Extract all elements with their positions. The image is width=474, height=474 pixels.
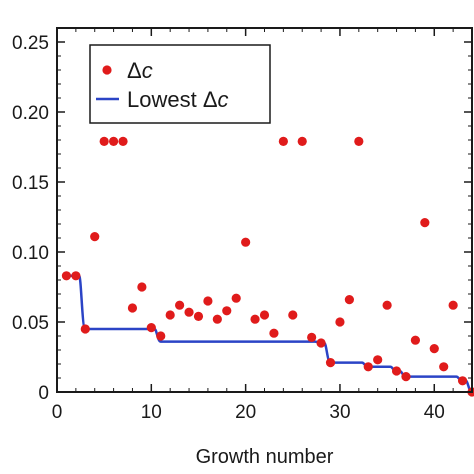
y-tick-label: 0.25 — [12, 33, 49, 54]
data-point — [241, 237, 251, 247]
data-point — [127, 303, 138, 313]
data-point — [391, 366, 402, 376]
data-point — [184, 307, 194, 317]
data-point — [269, 328, 279, 338]
data-point — [137, 282, 147, 292]
data-point — [439, 362, 449, 372]
y-tick-label: 0 — [38, 383, 49, 404]
data-point — [382, 300, 392, 310]
data-point — [325, 358, 336, 368]
y-tick-label: 0.05 — [12, 313, 49, 334]
legend-label: Lowest Δc — [127, 87, 229, 112]
data-point — [146, 323, 156, 333]
legend-marker-dot — [102, 65, 112, 75]
data-point — [250, 314, 260, 324]
data-point — [335, 317, 345, 327]
plot-frame — [56, 27, 473, 393]
legend: Δc Lowest Δc — [89, 44, 271, 124]
data-point — [307, 332, 317, 342]
y-tick-label: 0.15 — [12, 173, 49, 194]
data-point — [354, 136, 364, 146]
data-point — [118, 136, 128, 146]
data-point — [344, 295, 354, 305]
x-tick-label: 10 — [141, 402, 162, 423]
x-axis-label: Growth number — [196, 446, 334, 468]
data-point — [429, 344, 439, 354]
series-line-lowest-delta-c — [66, 274, 474, 394]
x-tick-label: 0 — [52, 402, 63, 423]
data-point — [448, 300, 458, 310]
x-tick-label: 30 — [329, 402, 350, 423]
data-point — [203, 296, 213, 306]
data-point — [61, 271, 72, 281]
data-point — [288, 310, 298, 320]
data-point — [71, 271, 81, 281]
legend-box — [89, 44, 271, 124]
data-point — [410, 335, 421, 345]
data-point — [165, 310, 175, 320]
data-point — [259, 310, 270, 320]
x-tick-label: 40 — [424, 402, 445, 423]
data-point — [401, 372, 411, 382]
data-point — [222, 306, 232, 316]
data-point — [278, 136, 288, 146]
data-point — [99, 136, 109, 146]
data-point — [90, 232, 100, 242]
data-point — [457, 376, 468, 386]
data-point — [212, 314, 222, 324]
data-point — [231, 293, 241, 303]
data-point — [420, 218, 430, 228]
data-point — [156, 331, 166, 341]
data-point — [175, 300, 185, 310]
data-point — [297, 136, 307, 146]
data-point — [80, 324, 90, 334]
data-point — [193, 311, 204, 321]
y-tick-label: 0.20 — [12, 103, 49, 124]
x-axis-ticks: 0 10 20 30 40 — [52, 28, 473, 423]
data-point — [363, 362, 373, 372]
y-tick-label: 0.10 — [12, 243, 49, 264]
data-point — [316, 338, 326, 348]
data-point — [108, 136, 119, 146]
x-tick-label: 20 — [235, 402, 256, 423]
plot-area — [61, 136, 474, 397]
legend-label: Δc — [127, 58, 153, 83]
data-point — [373, 355, 383, 365]
